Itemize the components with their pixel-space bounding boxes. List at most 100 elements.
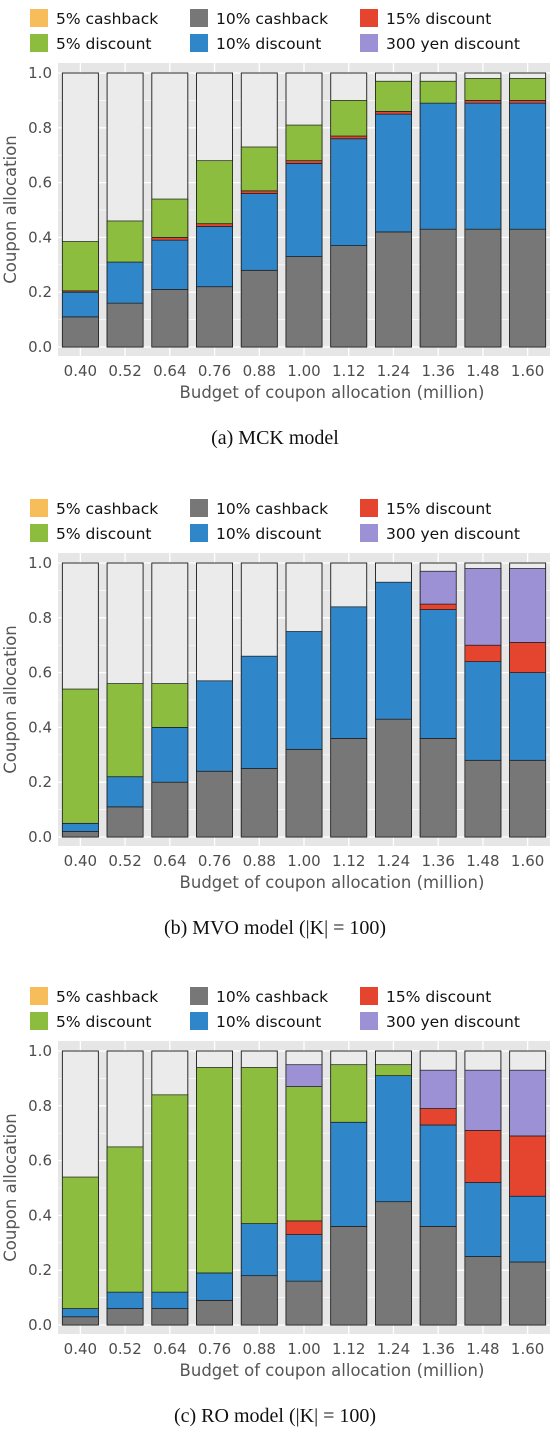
bar-segment-discount-15: [464, 1130, 502, 1183]
y-tick-label: 1.0: [28, 1042, 52, 1060]
bar-stack-1.60: [509, 72, 547, 348]
x-tick-label: 0.52: [108, 362, 141, 380]
bar-segment-discount-15: [464, 644, 502, 662]
x-tick-label: 1.00: [287, 852, 320, 870]
legend-label: 10% cashback: [216, 500, 328, 518]
bar-segment-discount-5: [196, 1067, 233, 1274]
bar-stack-0.64: [151, 72, 189, 348]
x-tick-label: 0.76: [198, 852, 231, 870]
legend-label: 5% discount: [56, 525, 151, 543]
bar-stack-1.12: [330, 1050, 368, 1326]
bar-segment-discount-10: [285, 163, 323, 257]
x-tick-label: 1.36: [421, 362, 454, 380]
chart-panel-2: 5% cashback 10% cashback 15% discount 5% di…: [1, 499, 550, 939]
y-tick-label: 0.4: [28, 1206, 52, 1224]
bar-stack-0.40: [61, 72, 99, 348]
legend-label: 5% cashback: [56, 10, 158, 28]
x-tick-label: 1.24: [377, 852, 410, 870]
legend-swatch: [30, 987, 48, 1005]
bar-segment-discount-10: [240, 655, 278, 769]
legend-swatch: [30, 499, 48, 517]
legend: 5% cashback 10% cashback 15% discount 5% di…: [30, 987, 520, 1031]
bar-stack-1.36: [419, 72, 457, 348]
bar-segment-discount-10: [375, 1075, 412, 1203]
bar-stack-0.40: [61, 1050, 99, 1326]
bar-stack-0.52: [106, 562, 144, 838]
legend: 5% cashback 10% cashback 15% discount 5% di…: [30, 499, 520, 543]
x-tick-label: 1.24: [377, 1340, 410, 1358]
bar-segment-discount-10: [196, 226, 233, 288]
figure-caption: (a) MCK model: [211, 427, 339, 449]
bar-segment-cashback-10: [196, 770, 233, 838]
bar-stack-1.36: [419, 1050, 457, 1326]
bar-segment-discount-10: [62, 822, 99, 832]
x-tick-label: 1.48: [466, 852, 499, 870]
bar-segment-discount-10: [330, 606, 368, 739]
legend-label: 10% discount: [216, 35, 321, 53]
bar-stack-1.36: [419, 562, 457, 838]
bar-segment-cashback-10: [330, 738, 368, 838]
bar-stack-1.24: [375, 72, 412, 348]
bar-segment-cashback-10: [285, 748, 323, 838]
legend-label: 5% discount: [56, 1013, 151, 1031]
bar-segment-discount-15: [285, 160, 323, 164]
bar-segment-discount-10: [464, 102, 502, 230]
bar-segment-discount-5: [240, 1067, 278, 1224]
bar-segment-cashback-10: [419, 228, 457, 348]
y-tick-label: 0.8: [28, 1097, 52, 1115]
bar-segment-cashback-10: [375, 1201, 412, 1326]
legend-label: 10% cashback: [216, 988, 328, 1006]
y-axis-title: Coupon allocation: [1, 135, 20, 284]
bar-segment-discount-10: [285, 631, 323, 750]
bar-segment-discount-10: [62, 1308, 99, 1318]
bar-segment-cashback-10: [464, 759, 502, 838]
legend-swatch: [190, 499, 208, 517]
bar-segment-discount-5: [196, 160, 233, 225]
bar-segment-cashback-10: [62, 1316, 99, 1326]
bar-segment-discount-10: [419, 1124, 457, 1227]
bar-segment-discount-5: [330, 100, 368, 137]
x-tick-label: 0.40: [64, 852, 97, 870]
bar-segment-discount-10: [509, 102, 546, 230]
bar-segment-discount-5: [464, 78, 502, 101]
legend-label: 15% discount: [386, 10, 491, 28]
bar-segment-discount-10: [330, 1121, 368, 1227]
bar-stack-1.12: [330, 562, 368, 838]
bar-segment-discount-10: [419, 102, 457, 230]
x-tick-label: 1.00: [287, 362, 320, 380]
legend-swatch: [30, 9, 48, 27]
bar-segment-cashback-10: [375, 231, 412, 348]
bar-segment-discount-10: [151, 1291, 189, 1309]
x-axis-title: Budget of coupon allocation (million): [180, 1361, 485, 1380]
legend-label: 300 yen discount: [386, 35, 520, 53]
legend-swatch: [360, 1012, 378, 1030]
bar-segment-cashback-10: [330, 1226, 368, 1326]
bar-stack-1.48: [464, 1050, 502, 1326]
y-tick-label: 0.6: [28, 1152, 52, 1170]
bar-stack-0.88: [240, 562, 278, 838]
bar-segment-discount-5: [151, 198, 189, 238]
y-tick-label: 0.8: [28, 119, 52, 137]
legend-label: 10% discount: [216, 525, 321, 543]
bar-segment-discount-15: [509, 100, 546, 104]
legend-swatch: [360, 499, 378, 517]
bar-stack-1.60: [509, 1050, 547, 1326]
bar-segment-yen-300: [464, 1069, 502, 1131]
bar-segment-yen-300: [509, 1069, 546, 1137]
legend-swatch: [360, 987, 378, 1005]
x-tick-label: 0.40: [64, 362, 97, 380]
bar-segment-cashback-10: [285, 1280, 323, 1326]
bar-stack-0.64: [151, 1050, 189, 1326]
bar-segment-yen-300: [419, 1069, 457, 1109]
bar-segment-discount-5: [330, 1064, 368, 1123]
bar-segment-discount-15: [151, 237, 189, 241]
bar-segment-discount-10: [375, 113, 412, 233]
bar-segment-discount-10: [196, 680, 233, 772]
bar-segment-discount-10: [106, 261, 144, 304]
bar-segment-discount-15: [330, 135, 368, 140]
bar-segment-yen-300: [464, 568, 502, 646]
y-tick-label: 0.2: [28, 773, 52, 791]
x-tick-label: 1.48: [466, 1340, 499, 1358]
bar-segment-discount-15: [375, 111, 412, 115]
